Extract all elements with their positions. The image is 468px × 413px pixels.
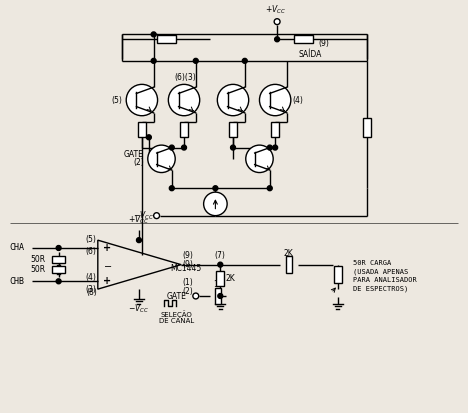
Circle shape (213, 186, 218, 191)
Bar (229, 121, 237, 137)
Text: (9): (9) (182, 251, 193, 260)
Circle shape (242, 58, 247, 63)
Text: (6)(3): (6)(3) (174, 74, 196, 83)
Text: (8): (8) (86, 287, 97, 297)
Bar (216, 271, 224, 286)
Text: DE ESPECTROS): DE ESPECTROS) (352, 286, 408, 292)
Circle shape (56, 246, 61, 250)
Circle shape (182, 145, 186, 150)
Bar (52, 266, 66, 273)
Circle shape (151, 32, 156, 37)
Bar (52, 256, 66, 263)
Circle shape (168, 84, 200, 116)
Text: $+V_{CC}$: $+V_{CC}$ (128, 214, 149, 226)
Circle shape (193, 58, 198, 63)
Bar (286, 256, 292, 273)
Circle shape (218, 294, 223, 299)
Text: $-$: $-$ (102, 260, 112, 270)
Bar (180, 121, 188, 137)
Text: CHA: CHA (10, 244, 25, 252)
Text: $-V_{CC}$: $-V_{CC}$ (128, 303, 149, 316)
Bar (294, 36, 314, 43)
Bar (215, 288, 221, 304)
Text: (5): (5) (111, 95, 122, 104)
Text: 50R: 50R (31, 265, 46, 274)
Circle shape (137, 238, 141, 242)
Circle shape (217, 84, 249, 116)
Bar (334, 266, 342, 283)
Circle shape (273, 145, 278, 150)
Circle shape (218, 262, 223, 267)
Circle shape (151, 58, 156, 63)
Text: SELEÇÃO: SELEÇÃO (161, 311, 192, 318)
Bar (271, 121, 279, 137)
Text: (4): (4) (293, 95, 304, 104)
Text: (2): (2) (133, 158, 144, 167)
Circle shape (146, 135, 151, 140)
Text: (2): (2) (182, 287, 193, 296)
Text: 2K: 2K (284, 249, 294, 258)
Bar (138, 121, 146, 137)
Circle shape (267, 145, 272, 150)
Circle shape (259, 84, 291, 116)
Text: 1K: 1K (213, 280, 223, 289)
Text: +: + (102, 243, 111, 253)
Text: MC1445: MC1445 (170, 264, 201, 273)
Text: 50R: 50R (31, 255, 46, 264)
Circle shape (126, 84, 158, 116)
Text: DE CANAL: DE CANAL (159, 318, 194, 323)
Text: $+V_{CC}$: $+V_{CC}$ (264, 3, 285, 16)
Circle shape (204, 192, 227, 216)
Text: 50R CARGA: 50R CARGA (352, 260, 391, 266)
Text: $-V_{CC}$: $-V_{CC}$ (132, 209, 154, 222)
Bar (363, 118, 371, 137)
Text: (5): (5) (85, 235, 96, 244)
Circle shape (56, 279, 61, 284)
Text: (1): (1) (182, 278, 193, 287)
Text: (9): (9) (318, 39, 329, 48)
Text: (7): (7) (215, 251, 226, 260)
Text: GATE: GATE (166, 292, 186, 301)
Bar (157, 36, 176, 43)
Circle shape (267, 186, 272, 191)
Text: GATE: GATE (124, 150, 144, 159)
Text: (USADA APENAS: (USADA APENAS (352, 268, 408, 275)
Circle shape (193, 293, 199, 299)
Circle shape (246, 145, 273, 173)
Text: (6): (6) (85, 247, 96, 256)
Circle shape (169, 186, 174, 191)
Text: PARA ANALISADOR: PARA ANALISADOR (352, 277, 417, 283)
Circle shape (154, 213, 160, 218)
Text: SAÍDA: SAÍDA (299, 50, 322, 59)
Text: (4): (4) (85, 273, 96, 282)
Circle shape (274, 19, 280, 25)
Text: 2K: 2K (225, 274, 235, 283)
Text: (9): (9) (182, 260, 193, 269)
Text: +: + (102, 276, 111, 286)
Circle shape (275, 37, 279, 42)
Circle shape (148, 145, 175, 173)
Circle shape (231, 145, 235, 150)
Text: CHB: CHB (10, 277, 25, 286)
Circle shape (169, 145, 174, 150)
Text: (3): (3) (85, 285, 96, 294)
